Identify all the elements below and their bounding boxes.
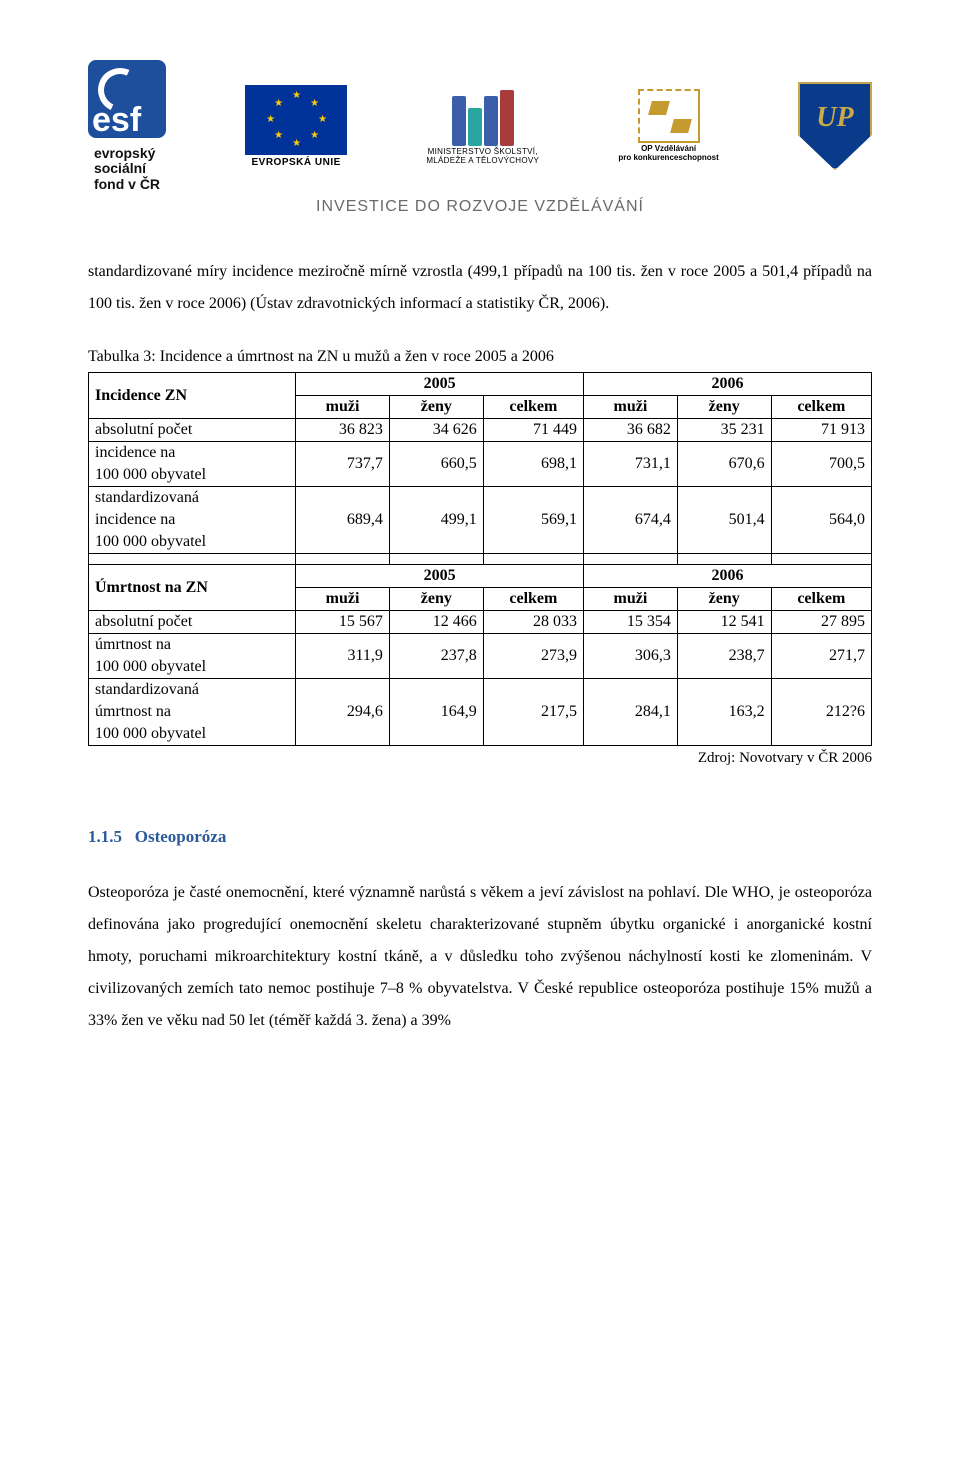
msmt-icon (452, 86, 514, 146)
table-row: absolutní počet 36 823 34 626 71 449 36 … (89, 419, 872, 442)
incidence-head: Incidence ZN (89, 373, 296, 419)
msmt-logo: MINISTERSTVO ŠKOLSTVÍ, MLÁDEŽE A TĚLOVÝC… (426, 86, 539, 166)
table-row: incidence na 737,7 660,5 698,1 731,1 670… (89, 442, 872, 465)
col-celkem: celkem (483, 588, 583, 611)
row-label: absolutní počet (89, 611, 296, 634)
col-zeny: ženy (389, 396, 483, 419)
eu-label: EVROPSKÁ UNIE (252, 157, 341, 168)
row-label: 100 000 obyvatel (89, 531, 296, 554)
msmt-text: MINISTERSTVO ŠKOLSTVÍ, MLÁDEŽE A TĚLOVÝC… (426, 148, 539, 166)
row-label: úmrtnost na (89, 701, 296, 723)
table-row: absolutní počet 15 567 12 466 28 033 15 … (89, 611, 872, 634)
col-muzi: muži (296, 588, 390, 611)
row-label: úmrtnost na (89, 634, 296, 657)
op-icon (638, 89, 700, 143)
mortality-head: Úmrtnost na ZN (89, 565, 296, 611)
section-title: Osteoporóza (135, 827, 227, 846)
row-label: absolutní počet (89, 419, 296, 442)
col-muzi: muži (584, 588, 678, 611)
osteo-paragraph: Osteoporóza je časté onemocnění, které v… (88, 877, 872, 1037)
table-row: standardizovaná 689,4 499,1 569,1 674,4 … (89, 487, 872, 510)
year-2006: 2006 (584, 373, 872, 396)
row-label: standardizovaná (89, 679, 296, 702)
shield-icon (798, 82, 872, 170)
section-number: 1.1.5 (88, 827, 122, 846)
invest-tagline: INVESTICE DO ROZVOJE VZDĚLÁVÁNÍ (88, 198, 872, 216)
incidence-mortality-table: Incidence ZN 2005 2006 muži ženy celkem … (88, 372, 872, 746)
op-logo: OP Vzdělávání pro konkurenceschopnost (618, 89, 718, 163)
row-label: standardizovaná (89, 487, 296, 510)
col-muzi: muži (296, 396, 390, 419)
col-celkem: celkem (771, 396, 871, 419)
esf-text: evropský sociální fond v ČR (94, 146, 160, 192)
col-celkem: celkem (771, 588, 871, 611)
year-2006: 2006 (584, 565, 872, 588)
col-celkem: celkem (483, 396, 583, 419)
eu-flag-icon: ★ ★ ★ ★ ★ ★ ★ ★ (245, 85, 347, 155)
col-zeny: ženy (389, 588, 483, 611)
table-caption: Tabulka 3: Incidence a úmrtnost na ZN u … (88, 348, 872, 366)
esf-logo: evropský sociální fond v ČR (88, 60, 166, 192)
esf-line2: sociální (94, 161, 160, 176)
year-2005: 2005 (296, 373, 584, 396)
table-source: Zdroj: Novotvary v ČR 2006 (88, 750, 872, 767)
col-muzi: muži (584, 396, 678, 419)
intro-paragraph: standardizované míry incidence meziročně… (88, 256, 872, 320)
esf-icon (88, 60, 166, 138)
university-logo (798, 82, 872, 170)
row-label: 100 000 obyvatel (89, 656, 296, 679)
row-label: 100 000 obyvatel (89, 464, 296, 487)
row-label: incidence na (89, 442, 296, 465)
table-row: úmrtnost na 311,9 237,8 273,9 306,3 238,… (89, 634, 872, 657)
row-label: 100 000 obyvatel (89, 723, 296, 746)
esf-line3: fond v ČR (94, 177, 160, 192)
col-zeny: ženy (677, 396, 771, 419)
esf-line1: evropský (94, 146, 160, 161)
section-heading: 1.1.5 Osteoporóza (88, 827, 872, 847)
table-row: standardizovaná 294,6 164,9 217,5 284,1 … (89, 679, 872, 702)
header-logos: evropský sociální fond v ČR ★ ★ ★ ★ ★ ★ … (88, 60, 872, 192)
year-2005: 2005 (296, 565, 584, 588)
eu-logo: ★ ★ ★ ★ ★ ★ ★ ★ EVROPSKÁ UNIE (245, 85, 347, 168)
col-zeny: ženy (677, 588, 771, 611)
op-text: OP Vzdělávání pro konkurenceschopnost (618, 145, 718, 163)
row-label: incidence na (89, 509, 296, 531)
